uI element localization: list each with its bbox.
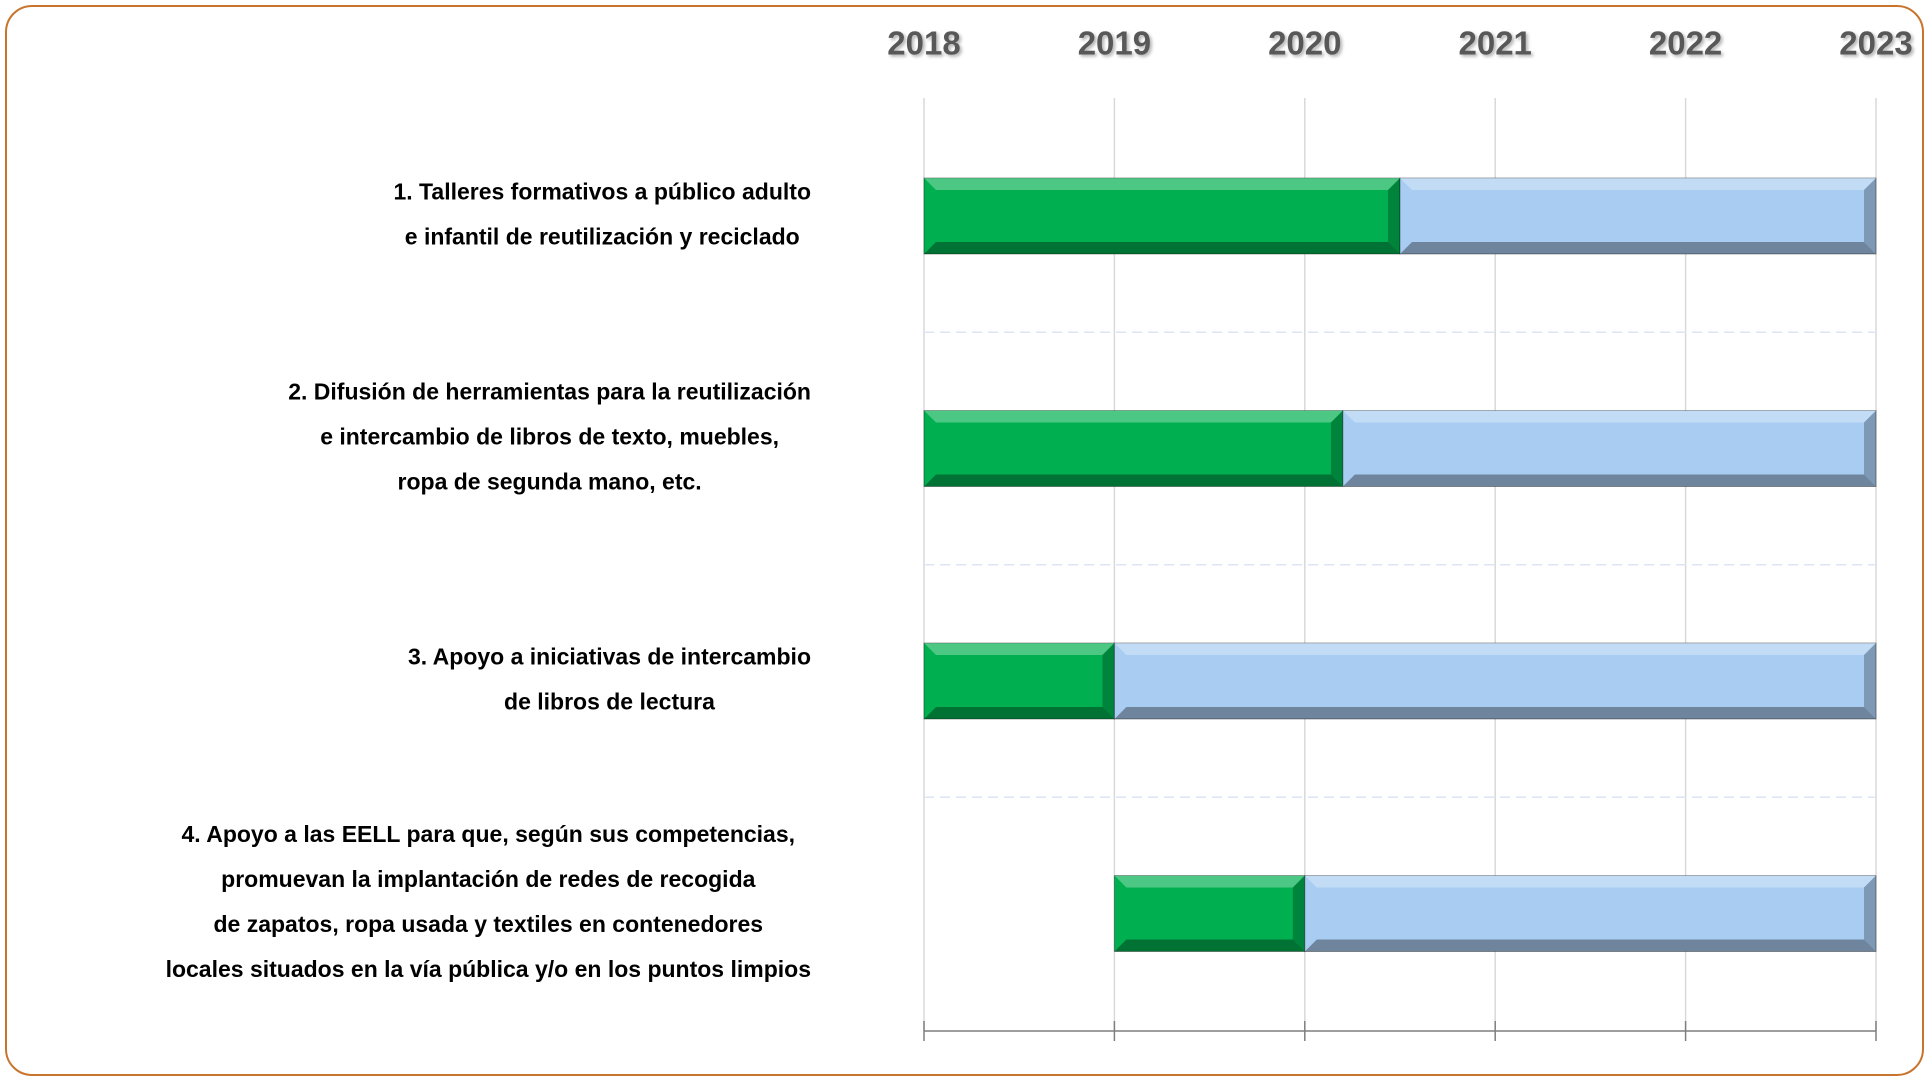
bar-bevel <box>924 643 1115 655</box>
bar-bevel <box>1864 875 1876 952</box>
bar-bevel <box>1330 410 1343 487</box>
bar-bevel <box>1304 939 1876 952</box>
bar-bevel <box>1304 875 1876 888</box>
bar-bevel <box>924 410 1343 423</box>
category-label: 2. Difusión de herramientas para la reut… <box>288 379 811 405</box>
bar-bevel <box>1114 875 1305 888</box>
x-tick-label: 2022 <box>1649 25 1722 62</box>
category-label: e intercambio de libros de texto, mueble… <box>320 424 779 450</box>
bar-bevel <box>1102 643 1115 719</box>
bar-bevel <box>1864 410 1876 487</box>
bar-segment <box>1113 642 1877 720</box>
bar-bevel <box>1114 643 1876 655</box>
bar-bevel <box>924 178 1400 254</box>
bar-bevel <box>1114 875 1305 952</box>
bar-bevel <box>1400 178 1876 190</box>
bar-bevel <box>1114 707 1876 719</box>
bar-segment <box>923 410 1344 487</box>
bar-bevel <box>1114 643 1876 719</box>
bar-bevel <box>924 643 1115 719</box>
bar-bevel <box>1342 410 1877 487</box>
x-tick-label: 2019 <box>1078 25 1151 62</box>
bar-bevel <box>1292 875 1305 952</box>
category-label: 4. Apoyo a las EELL para que, según sus … <box>182 821 796 847</box>
category-label: locales situados en la vía pública y/o e… <box>166 956 811 982</box>
bar-bevel <box>1342 474 1876 487</box>
bar-segment <box>1342 410 1877 487</box>
category-label: de zapatos, ropa usada y textiles en con… <box>213 911 763 937</box>
bar-segment <box>923 177 1401 255</box>
bar-bevel <box>1342 410 1876 423</box>
bar-bevel <box>1864 178 1876 254</box>
x-tick-label: 2018 <box>887 25 960 62</box>
category-label: ropa de segunda mano, etc. <box>398 469 702 495</box>
bar-bevel <box>924 474 1343 487</box>
x-tick-label: 2021 <box>1458 25 1531 62</box>
bar-bevel <box>1114 939 1305 952</box>
bar-segment <box>923 642 1115 720</box>
x-tick-label: 2023 <box>1839 25 1912 62</box>
bar-bevel <box>1864 643 1876 719</box>
bar-bevel <box>1399 177 1877 255</box>
category-label: 3. Apoyo a iniciativas de intercambio <box>408 644 811 670</box>
category-label: promuevan la implantación de redes de re… <box>221 866 755 892</box>
bar-bevel <box>1304 875 1877 952</box>
bar-bevel <box>1113 642 1877 720</box>
bar-bevel <box>1304 875 1876 952</box>
frame <box>5 5 1924 1076</box>
x-tick-label: 2020 <box>1268 25 1341 62</box>
bar-bevel <box>924 707 1115 719</box>
bar-segment <box>1399 177 1877 255</box>
category-label: de libros de lectura <box>504 689 715 715</box>
bar-bevel <box>1400 178 1876 254</box>
bar-bevel <box>924 410 1343 487</box>
bar-bevel <box>1388 178 1400 254</box>
bar-bevel <box>924 178 1400 190</box>
bar-bevel <box>1342 410 1876 487</box>
bar-segment <box>1304 875 1877 952</box>
bar-segment <box>1113 875 1306 952</box>
category-label: 1. Talleres formativos a público adulto <box>393 179 811 205</box>
category-label: e infantil de reutilización y reciclado <box>405 224 800 250</box>
bar-bevel <box>924 242 1400 254</box>
bar-bevel <box>1400 242 1876 254</box>
